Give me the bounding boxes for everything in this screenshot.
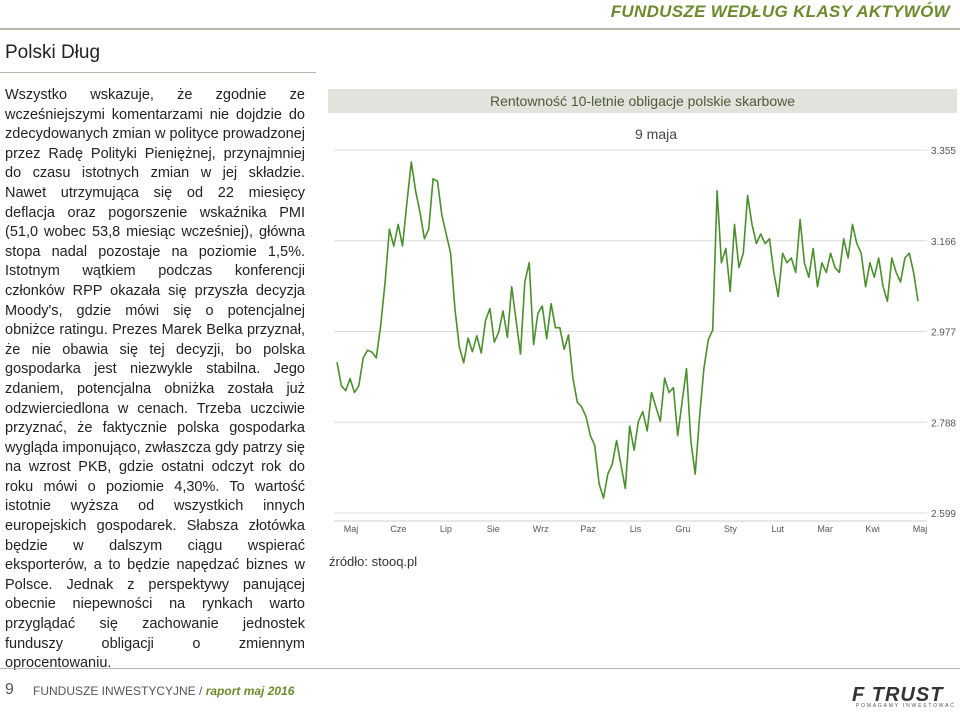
x-tick-label: Lip — [440, 524, 452, 534]
footer-publication: FUNDUSZE INWESTYCYJNE / raport maj 2016 — [33, 684, 294, 698]
chart-source: źródło: stooq.pl — [329, 554, 418, 569]
y-tick-label: 3.355 — [931, 146, 956, 157]
issue-name: raport maj 2016 — [205, 684, 295, 698]
x-tick-label: Sie — [487, 524, 500, 534]
x-tick-label: Lut — [771, 524, 784, 534]
x-tick-label: Cze — [390, 524, 406, 534]
article-text: Wszystko wskazuje, że zgodnie ze wcześni… — [5, 87, 305, 672]
y-tick-label: 3.166 — [931, 237, 956, 248]
section-title: Polski Dług — [5, 42, 101, 63]
section-title-underline — [0, 72, 316, 73]
y-tick-label: 2.599 — [931, 509, 956, 520]
footer-divider — [0, 668, 960, 669]
page-number: 9 — [5, 681, 14, 698]
x-tick-label: Wrz — [533, 524, 549, 534]
x-tick-label: Sty — [724, 524, 738, 534]
ftrust-logo: F TRUST POMAGAMY INWESTOWAĆ — [852, 684, 958, 709]
y-tick-label: 2.977 — [931, 328, 956, 339]
x-tick-label: Kwi — [865, 524, 880, 534]
chart-title-bar — [328, 89, 957, 113]
yield-series-line — [336, 161, 919, 499]
x-tick-label: Maj — [913, 524, 928, 534]
x-tick-label: Mar — [817, 524, 833, 534]
header-title: FUNDUSZE WEDŁUG KLASY AKTYWÓW — [610, 2, 950, 21]
logo-wordmark: F TRUST — [852, 684, 944, 706]
y-tick-label: 2.788 — [931, 418, 956, 429]
x-tick-label: Gru — [675, 524, 690, 534]
logo-tagline: POMAGAMY INWESTOWAĆ — [856, 703, 956, 709]
publication-name: FUNDUSZE INWESTYCYJNE / — [33, 684, 206, 698]
x-tick-label: Lis — [630, 524, 642, 534]
chart-title: Rentowność 10-letnie obligacje polskie s… — [489, 93, 796, 109]
section-divider — [0, 28, 960, 30]
x-tick-label: Maj — [344, 524, 359, 534]
x-tick-label: Paz — [580, 524, 596, 534]
chart-subtitle: 9 maja — [634, 126, 678, 142]
